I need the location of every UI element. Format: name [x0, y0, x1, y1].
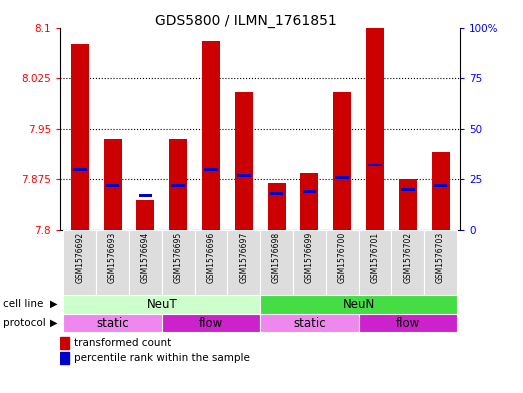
Text: NeuT: NeuT	[146, 298, 177, 311]
Bar	[260, 230, 293, 295]
Bar	[204, 168, 218, 171]
Text: cell line: cell line	[3, 299, 43, 309]
Text: NeuN: NeuN	[343, 298, 374, 311]
Bar	[202, 41, 220, 230]
Text: static: static	[293, 316, 326, 330]
Bar	[172, 184, 185, 187]
Text: GSM1576702: GSM1576702	[403, 232, 412, 283]
Bar	[303, 190, 316, 193]
Text: GSM1576703: GSM1576703	[436, 232, 445, 283]
Bar	[106, 184, 119, 187]
Bar	[424, 230, 457, 295]
Bar	[335, 176, 349, 179]
Text: flow: flow	[199, 316, 223, 330]
Text: transformed count: transformed count	[74, 338, 172, 348]
Bar	[293, 230, 326, 295]
Bar	[60, 353, 69, 364]
Bar	[260, 295, 457, 314]
Bar	[399, 179, 417, 230]
Bar	[237, 174, 251, 176]
Bar	[137, 200, 154, 230]
Bar	[391, 230, 424, 295]
Text: GSM1576697: GSM1576697	[240, 232, 248, 283]
Text: GSM1576698: GSM1576698	[272, 232, 281, 283]
Bar	[235, 92, 253, 230]
Bar	[434, 184, 447, 187]
Text: GSM1576694: GSM1576694	[141, 232, 150, 283]
Text: GSM1576696: GSM1576696	[207, 232, 215, 283]
Text: percentile rank within the sample: percentile rank within the sample	[74, 353, 250, 364]
Bar	[359, 314, 457, 332]
Bar	[359, 230, 391, 295]
Bar	[162, 314, 260, 332]
Bar	[228, 230, 260, 295]
Bar	[431, 152, 450, 230]
Bar	[333, 92, 351, 230]
Bar	[195, 230, 228, 295]
Text: GSM1576693: GSM1576693	[108, 232, 117, 283]
Bar	[268, 183, 286, 230]
Bar	[104, 139, 122, 230]
Text: static: static	[96, 316, 129, 330]
Text: GSM1576700: GSM1576700	[338, 232, 347, 283]
Text: GSM1576695: GSM1576695	[174, 232, 183, 283]
Bar	[300, 173, 319, 230]
Text: ▶: ▶	[50, 318, 58, 328]
Bar	[129, 230, 162, 295]
Bar	[162, 230, 195, 295]
Bar	[270, 192, 283, 195]
Text: GSM1576699: GSM1576699	[305, 232, 314, 283]
Bar	[73, 168, 87, 171]
Text: protocol: protocol	[3, 318, 46, 328]
Bar	[169, 139, 187, 230]
Bar	[260, 314, 359, 332]
Bar	[366, 28, 384, 230]
Text: GDS5800 / ILMN_1761851: GDS5800 / ILMN_1761851	[155, 14, 337, 28]
Bar	[63, 230, 96, 295]
Bar	[60, 337, 69, 349]
Bar	[368, 164, 382, 167]
Bar	[71, 44, 89, 230]
Bar	[63, 295, 260, 314]
Bar	[401, 188, 415, 191]
Bar	[326, 230, 359, 295]
Text: flow: flow	[395, 316, 420, 330]
Text: GSM1576692: GSM1576692	[75, 232, 84, 283]
Bar	[139, 194, 152, 197]
Bar	[63, 314, 162, 332]
Text: ▶: ▶	[50, 299, 58, 309]
Text: GSM1576701: GSM1576701	[370, 232, 380, 283]
Bar	[96, 230, 129, 295]
